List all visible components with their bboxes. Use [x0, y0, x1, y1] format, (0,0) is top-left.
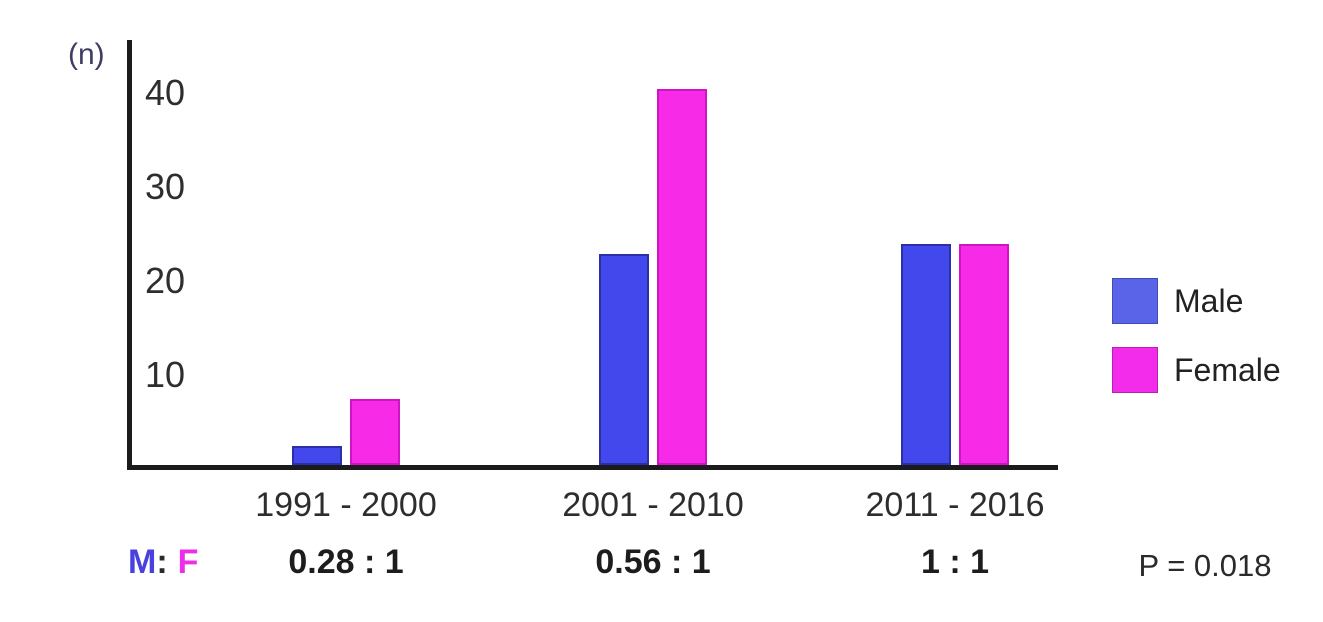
bar-male-group1	[292, 446, 342, 465]
ratio-label-1: 0.28 : 1	[288, 543, 404, 581]
bar-female-group3	[959, 244, 1009, 465]
female-letter: F	[177, 543, 199, 581]
legend-swatch-female	[1112, 347, 1158, 393]
y-axis-unit-label: (n)	[68, 38, 105, 71]
legend-label-female: Female	[1174, 352, 1281, 388]
y-tick-label-20: 20	[145, 260, 186, 301]
bar-male-group2	[599, 254, 649, 465]
x-category-label-1: 1991 - 2000	[255, 486, 437, 524]
p-value-label: P = 0.018	[1138, 548, 1272, 583]
ratio-label-2: 0.56 : 1	[595, 543, 711, 581]
bar-male-group3	[901, 244, 951, 465]
ratio-label-3: 1 : 1	[920, 543, 990, 581]
legend-swatch-male	[1112, 278, 1158, 324]
legend-label-male: Male	[1174, 283, 1244, 319]
bar-female-group2	[657, 89, 707, 465]
bar-female-group1	[350, 399, 400, 465]
mf-colon: :	[156, 543, 168, 581]
x-category-label-2: 2001 - 2010	[562, 486, 744, 524]
y-tick-label-30: 30	[145, 166, 186, 207]
y-tick-label-10: 10	[145, 354, 186, 395]
male-letter: M	[128, 543, 157, 581]
x-axis-line	[127, 465, 1058, 470]
x-category-label-3: 2011 - 2016	[865, 486, 1045, 524]
mf-ratio-heading: M: F	[128, 543, 238, 582]
y-tick-label-40: 40	[145, 72, 186, 113]
y-axis-line	[127, 40, 132, 470]
